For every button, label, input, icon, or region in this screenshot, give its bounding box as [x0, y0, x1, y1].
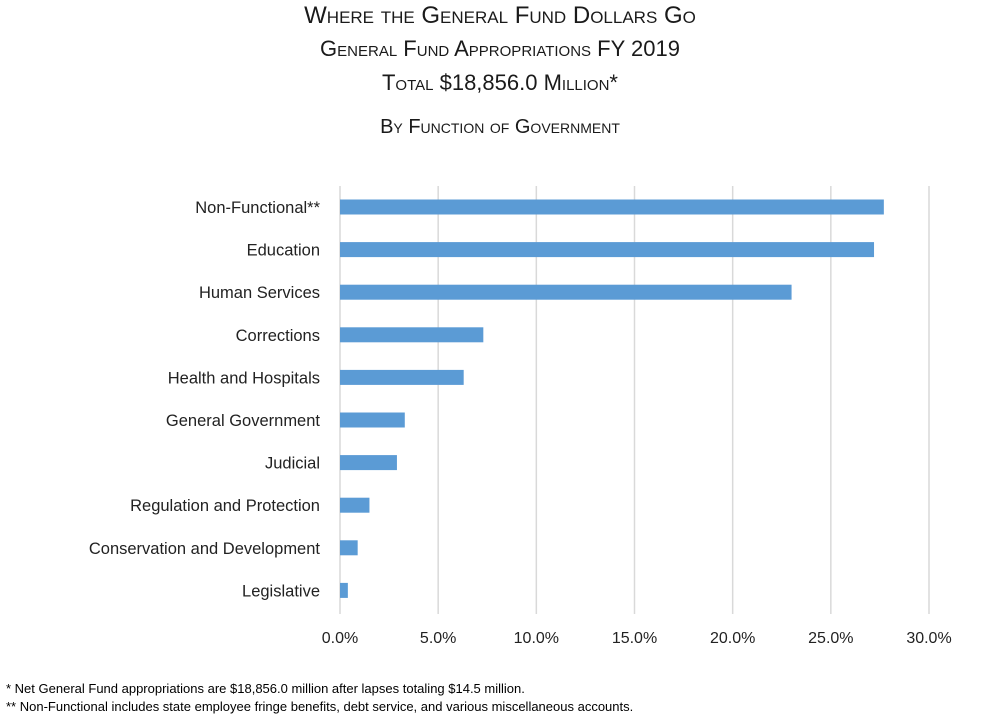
bar [340, 455, 397, 471]
bar [340, 497, 370, 513]
footnote-net-appropriations: * Net General Fund appropriations are $1… [6, 681, 525, 696]
bar [340, 242, 875, 258]
bar [340, 540, 358, 556]
category-label: Legislative [242, 582, 320, 600]
bar [340, 369, 464, 385]
bar [340, 199, 884, 215]
bar [340, 284, 792, 300]
bar [340, 412, 405, 428]
bar [340, 582, 348, 598]
chart-total: Total $18,856.0 Million* [381, 70, 618, 95]
category-label: Human Services [199, 284, 320, 302]
category-label: Conservation and Development [89, 540, 321, 558]
category-labels: Non-Functional** Education Human Services C… [89, 199, 321, 600]
category-label: General Government [166, 412, 320, 430]
x-tick-labels: 0.0% 5.0% 10.0% 15.0% 20.0% 25.0% 30.0% [322, 630, 952, 647]
category-label: Regulation and Protection [130, 497, 320, 515]
category-label: Education [247, 242, 320, 260]
x-tick-label: 10.0% [514, 630, 559, 647]
category-label: Judicial [265, 455, 320, 473]
footnote-non-functional: ** Non-Functional includes state employe… [6, 699, 634, 714]
x-tick-label: 15.0% [612, 630, 657, 647]
chart-subtitle: General Fund Appropriations FY 2019 [320, 36, 680, 61]
bars [340, 199, 884, 598]
x-tick-label: 20.0% [710, 630, 755, 647]
chart-breakdown-label: By Function of Government [380, 116, 620, 138]
x-tick-label: 30.0% [906, 630, 951, 647]
grid-lines [339, 186, 930, 614]
category-label: Health and Hospitals [168, 369, 320, 387]
bar [340, 327, 484, 343]
category-label: Non-Functional** [195, 199, 320, 217]
footnotes: * Net General Fund appropriations are $1… [6, 680, 633, 716]
chart-title: Where the General Fund Dollars Go [304, 2, 696, 29]
x-tick-label: 5.0% [420, 630, 456, 647]
x-tick-label: 0.0% [322, 630, 358, 647]
x-tick-label: 25.0% [808, 630, 853, 647]
category-label: Corrections [236, 327, 320, 345]
